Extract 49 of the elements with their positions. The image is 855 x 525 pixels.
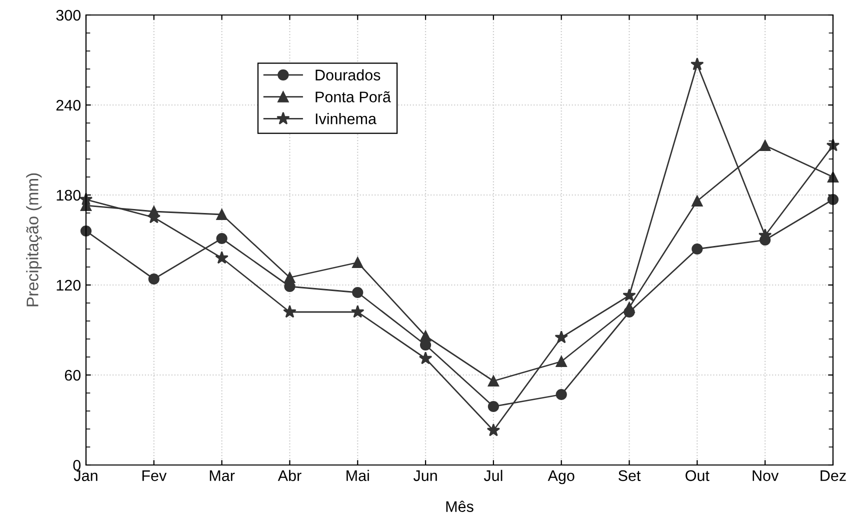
point <box>418 352 432 364</box>
point <box>760 140 771 152</box>
y-tick-label: 240 <box>56 100 81 111</box>
point <box>690 58 704 70</box>
y-axis-title: Precipitação (mm) <box>26 173 42 306</box>
point <box>556 388 567 400</box>
y-tick-label: 60 <box>64 370 81 381</box>
x-tick-label: Jun <box>413 470 437 482</box>
point <box>827 194 839 206</box>
legend-label: Ivinhema <box>316 113 376 124</box>
point <box>284 272 296 284</box>
x-tick-label: Nov <box>752 470 779 482</box>
legend-label: Ponta Porã <box>316 91 391 102</box>
x-tick-label: Abr <box>278 470 302 482</box>
x-tick-label: Mai <box>346 470 369 482</box>
point <box>827 171 839 183</box>
point <box>352 286 364 298</box>
y-tick-label: 120 <box>56 280 81 291</box>
point <box>148 273 160 285</box>
point <box>80 225 92 237</box>
y-tick-label: 0 <box>73 460 81 471</box>
point <box>622 288 636 302</box>
y-tick-label: 300 <box>56 10 81 21</box>
point <box>488 375 500 387</box>
point <box>352 256 364 268</box>
x-tick-label: Ago <box>548 470 574 484</box>
x-tick-label: Mar <box>210 470 235 482</box>
point <box>554 330 568 344</box>
point <box>692 195 703 207</box>
x-tick-label: Jul <box>484 470 502 482</box>
x-tick-label: Dez <box>820 470 846 482</box>
point <box>350 305 364 318</box>
x-tick-label: Fev <box>142 470 167 482</box>
point <box>216 232 228 244</box>
legend-label: Dourados <box>316 69 380 80</box>
x-tick-label: Set <box>618 470 641 482</box>
x-axis-title: Mês <box>446 500 474 512</box>
point <box>488 400 500 412</box>
point <box>624 302 635 314</box>
x-tick-label: Out <box>686 470 710 482</box>
point <box>420 330 432 342</box>
point <box>216 208 228 220</box>
x-tick-label: Jan <box>74 470 98 482</box>
point <box>692 243 703 255</box>
point <box>215 251 228 264</box>
point <box>283 305 296 318</box>
point <box>556 356 567 368</box>
y-tick-label: 180 <box>56 190 81 201</box>
point <box>486 424 500 436</box>
